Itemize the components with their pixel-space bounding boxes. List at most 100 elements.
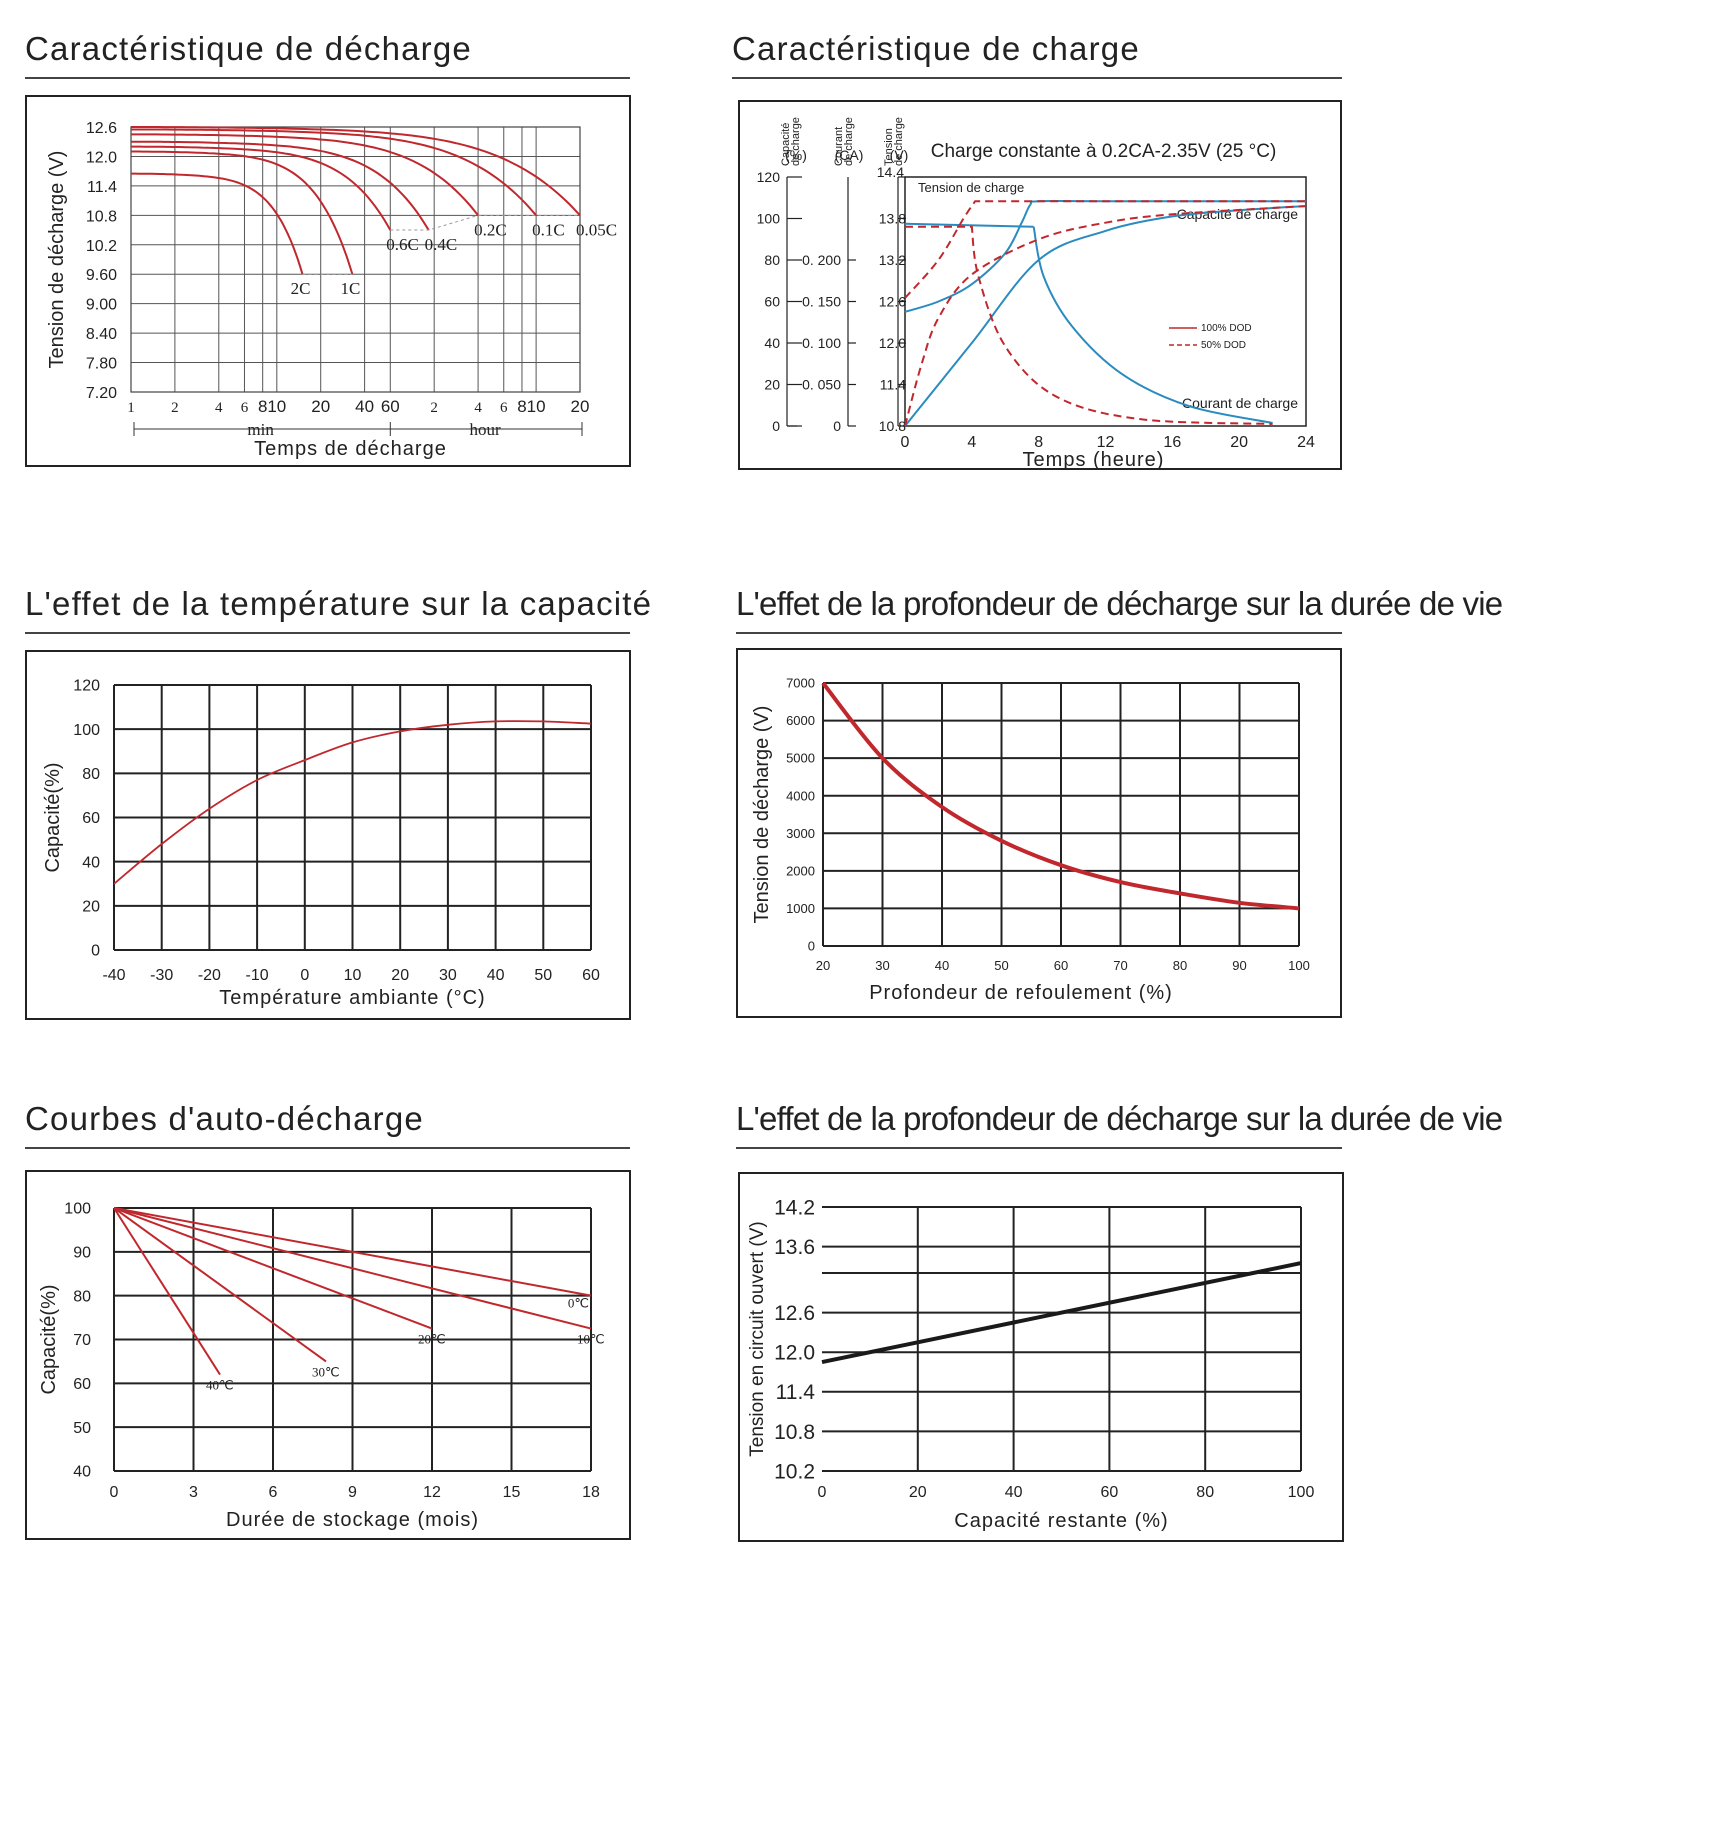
y-tick-label: 11.4 [776, 1381, 816, 1404]
x-tick-label: 20 [909, 1484, 927, 1501]
voltage-tick-label: 10.8 [879, 418, 906, 434]
y-tick-label: 4000 [786, 788, 815, 803]
annotation-voltage: Tension de charge [918, 180, 1024, 195]
x-tick-label: 4 [215, 400, 223, 416]
chart-frame [736, 648, 1342, 1018]
x-tick-label: 1 [127, 400, 135, 416]
series-label: 0℃ [568, 1296, 589, 1311]
title-rule [25, 632, 630, 634]
series-label: 20℃ [418, 1332, 446, 1347]
x-tick-label: 80 [1173, 958, 1187, 973]
axis-header-line: de charge [843, 117, 855, 166]
axis-header-line: de charge [893, 117, 905, 166]
ocv-chart: 0 20 40 60 80 100 10.2 10.8 11.4 12.0 12.6 13.6 14.2… [738, 1172, 1344, 1542]
x-tick-label: 10 [527, 397, 546, 416]
y-tick-label: 12.0 [86, 149, 117, 166]
current-tick-label: 0. 200 [802, 252, 841, 268]
x-tick-label: 2 [171, 400, 179, 416]
x-tick-label: 6 [269, 1484, 278, 1501]
y-tick-label: 10.2 [86, 238, 117, 255]
ocv-panel: L'effet de la profondeur de décharge sur… [736, 1100, 1503, 1555]
series-label: 0.6C [386, 235, 419, 254]
unit-hour: hour [470, 420, 502, 439]
x-tick-label: -10 [246, 967, 269, 984]
title-rule [25, 77, 630, 79]
discharge-series-line [131, 172, 304, 275]
legend-label: 100% DOD [1201, 323, 1252, 334]
title-rule [736, 1147, 1342, 1149]
panel-title: L'effet de la profondeur de décharge sur… [736, 585, 1503, 622]
x-tick-label: 90 [1232, 958, 1246, 973]
axis-header-line: Capacité [780, 123, 792, 166]
y-tick-label: 120 [73, 678, 100, 695]
voltage-tick-label: 13.2 [879, 252, 906, 268]
self-discharge-panel: Courbes d'auto-décharge 0 3 6 9 12 15 18 40 50 60… [25, 1100, 640, 1555]
voltage-tick-label: 11.4 [880, 377, 906, 393]
x-tick-label: 0 [818, 1484, 827, 1501]
x-tick-label: 10 [344, 967, 362, 984]
series-label: 2C [291, 279, 311, 298]
x-tick-label: 0 [110, 1484, 119, 1501]
y-tick-label: 60 [73, 1376, 91, 1393]
x-tick-label: 50 [534, 967, 552, 984]
x-tick-label: 60 [1101, 1484, 1119, 1501]
current-tick-label: 0. 100 [802, 335, 841, 351]
dod-life-panel: L'effet de la profondeur de décharge sur… [736, 585, 1503, 1025]
x-tick-label: 20 [311, 397, 330, 416]
y-tick-label: 0 [91, 943, 100, 960]
discharge-series-line [130, 140, 430, 231]
unit-min: min [247, 420, 274, 439]
x-tick-label: 0 [901, 434, 910, 451]
y-tick-label: 3000 [786, 826, 815, 841]
current-tick-label: 0. 050 [802, 377, 841, 393]
y-tick-label: 70 [73, 1332, 91, 1349]
x-tick-label: 0 [300, 967, 309, 984]
y-tick-label: 90 [73, 1244, 91, 1261]
discharge-chart: 12.6 12.0 11.4 10.8 10.2 9.60 9.00 8.40 7.80 7.20… [25, 95, 631, 467]
chart-frame [738, 100, 1342, 470]
x-tick-label: 24 [1297, 434, 1315, 451]
capacity-line-50dod [904, 205, 1307, 427]
x-tick-label: 8 [258, 397, 267, 416]
x-tick-label: 80 [1196, 1484, 1214, 1501]
series-label: 1C [341, 279, 361, 298]
x-tick-label: 60 [1054, 958, 1068, 973]
y-tick-label: 100 [73, 722, 100, 739]
chart-frame [25, 95, 631, 467]
x-axis-title: Profondeur de refoulement (%) [869, 982, 1173, 1004]
y-tick-label: 0 [808, 939, 815, 954]
x-axis-title: Temps (heure) [1023, 449, 1165, 471]
panel-title: Caractéristique de charge [732, 30, 1140, 67]
voltage-tick-label: 13.8 [879, 211, 906, 227]
current-line-100dod [904, 222, 1034, 228]
panel-title: Caractéristique de décharge [25, 30, 472, 67]
capacity-tick-label: 80 [764, 252, 780, 268]
y-axis-title: Capacité(%) [38, 1284, 60, 1394]
y-tick-label: 7.80 [86, 356, 117, 373]
x-tick-label: 12 [1097, 434, 1115, 451]
panel-title: L'effet de la profondeur de décharge sur… [736, 1100, 1503, 1137]
x-axis-title: Temps de décharge [254, 438, 447, 460]
capacity-tick-label: 20 [764, 377, 780, 393]
y-tick-label: 13.6 [774, 1236, 815, 1259]
y-tick-label: 10.8 [86, 208, 117, 225]
y-tick-label: 9.00 [86, 297, 117, 314]
y-tick-label: 10.8 [774, 1421, 815, 1444]
y-tick-label: 1000 [786, 901, 815, 916]
x-tick-label: 4 [967, 434, 976, 451]
y-tick-label: 80 [82, 766, 100, 783]
series-label: 0.2C [474, 220, 507, 239]
voltage-tick-label: 12.6 [879, 294, 906, 310]
temperature-chart: -40 -30 -20 -10 0 10 20 30 40 50 60 0 20 40 60 80 100 120… [25, 650, 631, 1020]
x-tick-label: 16 [1163, 434, 1181, 451]
self-discharge-line [113, 1207, 592, 1297]
life-curve [821, 681, 1300, 911]
x-tick-label: 40 [1005, 1484, 1023, 1501]
x-tick-label: 40 [487, 967, 505, 984]
series-label: 40℃ [206, 1378, 234, 1393]
panel-title: Courbes d'auto-décharge [25, 1100, 424, 1137]
y-tick-label: 2000 [786, 863, 815, 878]
x-tick-label: -40 [102, 967, 125, 984]
y-tick-label: 12.6 [86, 120, 117, 137]
series-label: 0.1C [532, 220, 565, 239]
